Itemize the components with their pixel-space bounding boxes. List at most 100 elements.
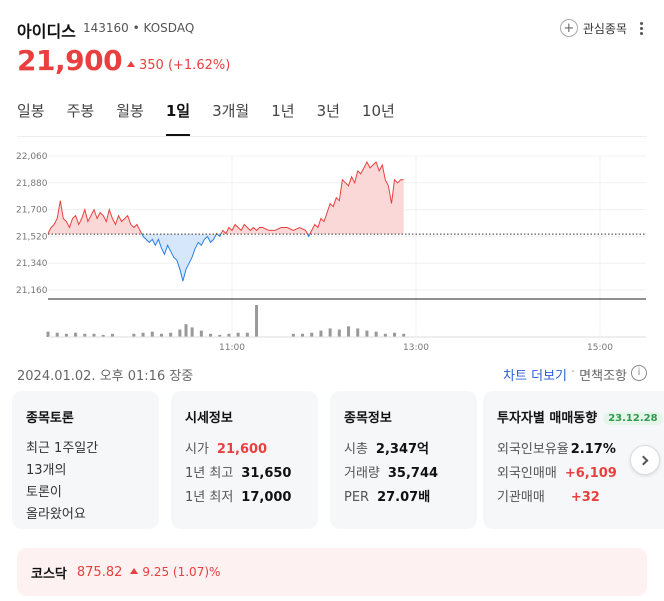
y-tick-label: 21,880 bbox=[16, 179, 48, 189]
more-vertical-icon[interactable] bbox=[635, 16, 647, 40]
price-line-up bbox=[47, 160, 404, 235]
price-line-down bbox=[141, 234, 311, 282]
volume-bar bbox=[92, 333, 96, 337]
volume-bar bbox=[310, 332, 314, 337]
volume-bar bbox=[347, 326, 351, 337]
discussion-desc: 최근 1주일간 13개의 토론이 올라왔어요 bbox=[26, 438, 145, 526]
market-row-label: 1년 최저 bbox=[185, 490, 234, 505]
y-tick-label: 21,520 bbox=[16, 232, 48, 242]
investor-row-label: 외국인매매 bbox=[497, 466, 557, 481]
next-cards-button[interactable] bbox=[630, 445, 660, 475]
volume-bar bbox=[132, 333, 136, 337]
volume-bar bbox=[178, 329, 182, 337]
volume-bar bbox=[46, 331, 50, 337]
stock-row-value: 35,744 bbox=[387, 466, 439, 481]
volume-bar bbox=[55, 332, 59, 337]
stock-row: PER 27.07배 bbox=[344, 486, 463, 510]
market-info-card[interactable]: 시세정보 시가 21,600 1년 최고 31,650 1년 최저 17,000 bbox=[171, 391, 318, 529]
volume-bar bbox=[190, 327, 194, 337]
market-row-value: 17,000 bbox=[241, 490, 292, 505]
stock-row-value: 27.07배 bbox=[377, 490, 431, 505]
market-row-value: 21,600 bbox=[216, 442, 268, 457]
stock-code-market: 143160 • KOSDAQ bbox=[83, 21, 195, 35]
discussion-line: 최근 1주일간 bbox=[26, 441, 99, 456]
volume-bar bbox=[328, 328, 332, 337]
volume-bar bbox=[245, 332, 249, 337]
y-tick-label: 21,160 bbox=[16, 286, 48, 296]
investor-row-value: +6,109 bbox=[564, 466, 617, 481]
volume-bar bbox=[227, 333, 231, 337]
volume-bar bbox=[218, 334, 222, 337]
investor-trend-card[interactable]: 투자자별 매매동향 23.12.28 외국인보유율 2.17% 외국인매매 +6,10… bbox=[483, 391, 664, 529]
discussion-card[interactable]: 종목토론 최근 1주일간 13개의 토론이 올라왔어요 bbox=[12, 391, 159, 529]
area-above-baseline bbox=[48, 162, 404, 235]
volume-bar bbox=[159, 333, 163, 337]
volume-bar bbox=[301, 333, 305, 337]
market-row: 1년 최고 31,650 bbox=[185, 462, 304, 486]
volume-bar bbox=[393, 332, 397, 337]
period-tabs: 일봉 주봉 월봉 1일 3개월 1년 3년 10년 bbox=[17, 100, 417, 136]
more-chart-link[interactable]: 차트 더보기 bbox=[503, 369, 567, 384]
volume-bar bbox=[383, 333, 387, 337]
stock-row: 시총 2,347억 bbox=[344, 438, 463, 462]
investor-row: 외국인매매 +6,109 bbox=[497, 462, 659, 486]
chart-info-row: 2024.01.02. 오후 01:16 장중 차트 더보기 · 면책조항 i bbox=[17, 363, 647, 385]
volume-bar bbox=[83, 333, 87, 337]
tab-period[interactable]: 1일 bbox=[165, 100, 191, 136]
index-change-value: 9.25 (1.07)% bbox=[142, 565, 221, 579]
quote-datetime: 2024.01.02. 오후 01:16 장중 bbox=[17, 369, 194, 384]
discussion-title: 종목토론 bbox=[26, 411, 74, 426]
index-change: 9.25 (1.07)% bbox=[130, 565, 220, 579]
y-tick-label: 21,340 bbox=[16, 259, 48, 269]
stock-row-label: 거래량 bbox=[344, 466, 380, 481]
investor-row-label: 기관매매 bbox=[497, 490, 545, 505]
price-change: 350 (+1.62%) bbox=[127, 58, 230, 73]
stock-info-title: 종목정보 bbox=[344, 411, 392, 426]
volume-bar bbox=[319, 330, 323, 337]
stock-row-label: PER bbox=[344, 490, 370, 505]
stock-info-card[interactable]: 종목정보 시총 2,347억 거래량 35,744 PER 27.07배 bbox=[330, 391, 477, 529]
volume-bar bbox=[150, 331, 154, 337]
info-icon[interactable]: i bbox=[631, 365, 647, 381]
investor-trend-title-text: 투자자별 매매동향 bbox=[497, 411, 598, 426]
investor-row-label: 외국인보유율 bbox=[497, 442, 569, 457]
tab-period[interactable]: 월봉 bbox=[116, 102, 144, 120]
volume-bar bbox=[291, 333, 295, 337]
volume-bar bbox=[101, 334, 105, 337]
y-tick-label: 22,060 bbox=[16, 152, 48, 162]
tab-period[interactable]: 주봉 bbox=[66, 102, 95, 120]
volume-bar bbox=[356, 328, 360, 337]
price-chart[interactable]: 22,060 21,880 21,700 21,520 21,340 21,160 11:0… bbox=[0, 140, 664, 360]
discussion-line: 13개의 bbox=[26, 463, 67, 478]
tab-period[interactable]: 10년 bbox=[361, 102, 395, 120]
interest-label: 관심종목 bbox=[582, 21, 627, 36]
tab-period[interactable]: 3년 bbox=[316, 102, 340, 120]
tab-period[interactable]: 일봉 bbox=[17, 102, 45, 120]
volume-bar bbox=[365, 330, 369, 337]
volume-bar bbox=[374, 331, 378, 337]
discussion-line: 토론이 bbox=[26, 485, 62, 500]
volume-bar bbox=[199, 330, 203, 337]
up-triangle-icon bbox=[127, 61, 135, 67]
price-change-value: 350 (+1.62%) bbox=[139, 58, 231, 73]
stock-header: 아이디스 143160 • KOSDAQ + 관심종목 bbox=[17, 14, 647, 44]
volume-bar bbox=[184, 324, 188, 337]
plus-circle-icon: + bbox=[559, 19, 578, 37]
x-tick-label: 15:00 bbox=[587, 343, 613, 353]
volume-bar bbox=[236, 332, 240, 337]
volume-bar bbox=[209, 333, 213, 337]
investor-row: 기관매매 +32 bbox=[497, 486, 659, 510]
disclaimer-link[interactable]: 면책조항 bbox=[579, 369, 627, 384]
y-tick-label: 21,700 bbox=[16, 206, 48, 216]
investor-row-value: 2.17% bbox=[570, 442, 616, 457]
volume-bar bbox=[337, 329, 341, 337]
investor-trend-title: 투자자별 매매동향 23.12.28 bbox=[497, 407, 663, 426]
discussion-line: 올라왔어요 bbox=[26, 507, 86, 522]
market-row: 1년 최저 17,000 bbox=[185, 486, 304, 510]
date-badge: 23.12.28 bbox=[603, 412, 663, 425]
x-tick-label: 11:00 bbox=[219, 343, 245, 353]
add-interest-button[interactable]: + 관심종목 bbox=[559, 16, 627, 40]
kosdaq-index-bar[interactable]: 코스닥 875.82 9.25 (1.07)% bbox=[17, 548, 647, 596]
tab-period[interactable]: 3개월 bbox=[212, 102, 250, 120]
tab-period[interactable]: 1년 bbox=[271, 102, 295, 120]
